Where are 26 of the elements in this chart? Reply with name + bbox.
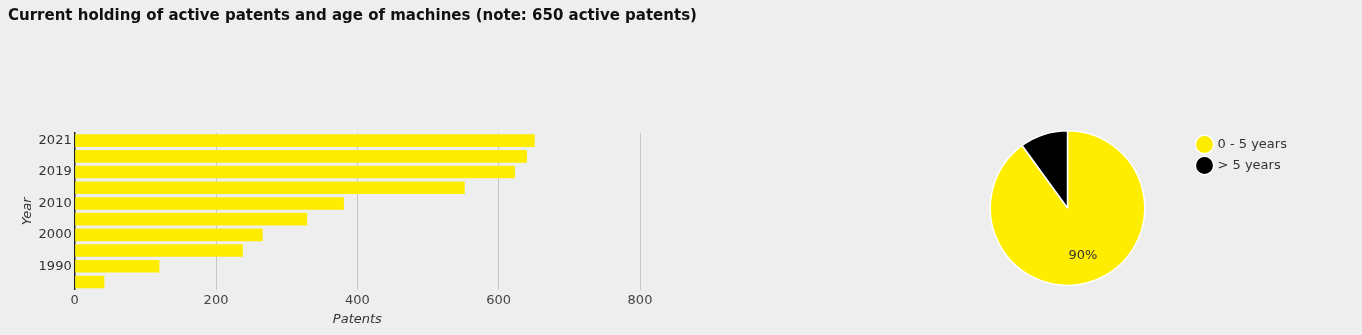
bar [75, 275, 105, 289]
y-tick-label: 2019 [38, 163, 72, 179]
y-tick-label: 2021 [38, 132, 72, 148]
bar [75, 150, 527, 163]
y-axis-title: Year [19, 195, 35, 226]
bar [75, 165, 515, 179]
bar [75, 134, 535, 147]
chart-title: Current holding of active patents and age of machines (note: 650 active patents) [8, 6, 697, 24]
bar [75, 181, 465, 195]
x-axis-title: Patents [332, 310, 383, 326]
legend-label: > 5 years [1217, 156, 1281, 172]
y-tick-label: 1990 [38, 257, 72, 273]
y-tick-label: 2000 [38, 226, 72, 242]
x-tick-label: 800 [627, 291, 653, 307]
legend-label: 0 - 5 years [1217, 135, 1288, 151]
x-tick-label: 0 [70, 291, 79, 307]
data-label: 90% [1068, 247, 1098, 263]
x-tick-label: 400 [344, 291, 370, 307]
x-tick-label: 600 [486, 291, 512, 307]
y-tick-label: 2010 [38, 194, 72, 210]
bar [75, 212, 308, 226]
bar [75, 259, 160, 273]
bar [75, 228, 263, 242]
bar [75, 197, 344, 210]
x-tick-label: 200 [203, 291, 229, 307]
bar [75, 244, 243, 257]
